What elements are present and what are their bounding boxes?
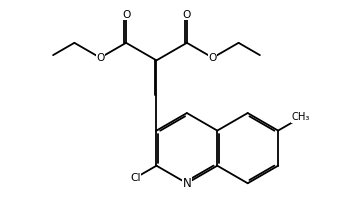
Text: O: O (122, 10, 130, 20)
Text: O: O (209, 53, 217, 63)
Text: N: N (183, 177, 191, 190)
Text: CH₃: CH₃ (292, 112, 310, 122)
Text: O: O (183, 10, 191, 20)
Text: O: O (96, 53, 104, 63)
Text: Cl: Cl (130, 173, 141, 183)
